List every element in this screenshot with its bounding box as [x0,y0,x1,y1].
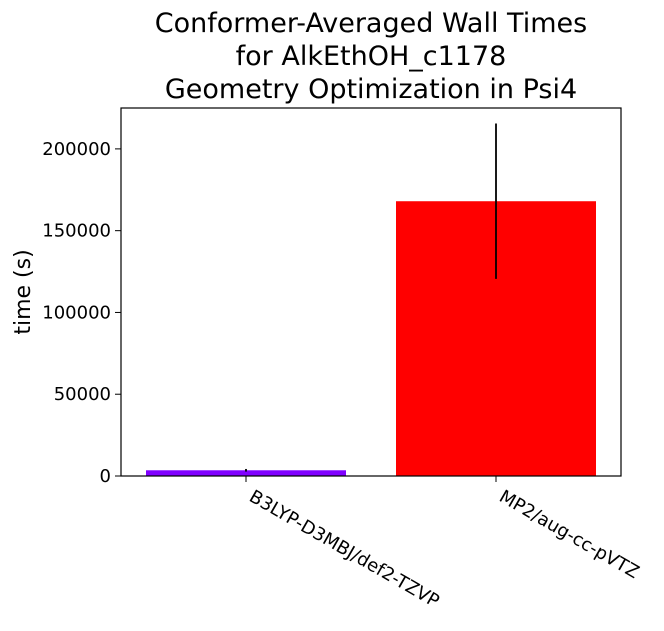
y-axis-ticks: 0 50000 100000 150000 200000 [42,139,121,487]
x-tick-label: B3LYP-D3MBJ/def2-TZVP [246,486,443,612]
bar [146,470,346,476]
y-tick-label: 200000 [42,139,111,160]
chart-title-line-1: Conformer-Averaged Wall Times [155,8,587,39]
chart-title-line-2: for AlkEthOH_c1178 [236,41,507,72]
bars [146,201,596,476]
error-bars [245,123,497,472]
y-tick-label: 100000 [42,302,111,323]
y-tick-label: 50000 [54,384,111,405]
x-axis-ticks: B3LYP-D3MBJ/def2-TZVP MP2/aug-cc-pVTZ [245,476,643,612]
y-axis-label: time (s) [11,249,36,334]
chart-title-line-3: Geometry Optimization in Psi4 [165,74,577,105]
y-tick-label: 0 [100,466,111,487]
y-tick-label: 150000 [42,221,111,242]
x-tick-label: MP2/aug-cc-pVTZ [496,486,643,583]
plot-frame [120,107,622,477]
